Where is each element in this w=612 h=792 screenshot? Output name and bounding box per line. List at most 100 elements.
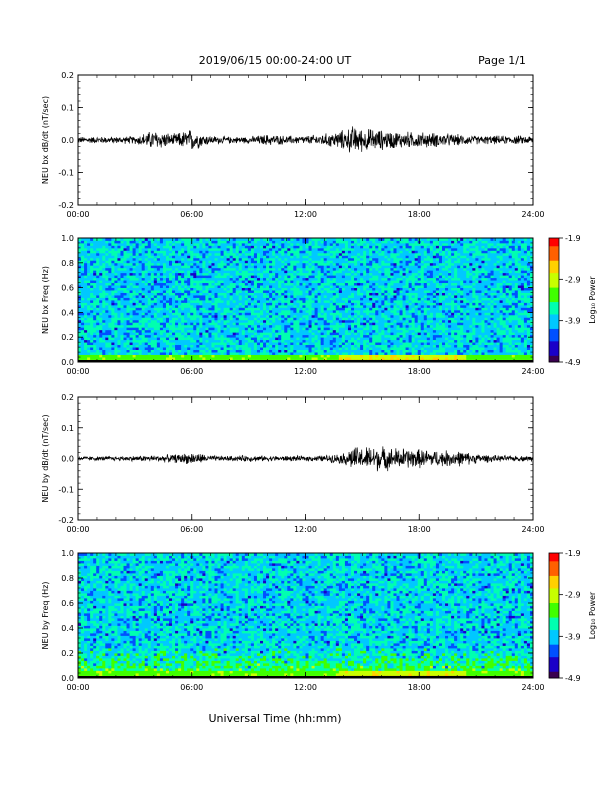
heatmap-cell <box>84 314 88 318</box>
heatmap-cell <box>135 302 140 306</box>
heatmap-cell <box>290 314 294 318</box>
heatmap-cell <box>299 302 303 306</box>
heatmap-cell <box>187 240 191 244</box>
heatmap-cell <box>302 304 306 308</box>
heatmap-cell <box>293 297 297 301</box>
heatmap-cell <box>360 312 364 316</box>
heatmap-cell <box>96 347 100 350</box>
heatmap-cell <box>281 247 285 251</box>
heatmap-cell <box>332 292 337 296</box>
heatmap-cell <box>317 242 322 246</box>
heatmap-cell <box>323 262 328 266</box>
heatmap-cell <box>141 297 146 301</box>
x-tick-label: 24:00 <box>521 210 544 219</box>
heatmap-cell <box>226 324 231 328</box>
heatmap-cell <box>178 265 182 269</box>
heatmap-cell <box>253 297 258 301</box>
heatmap-cell <box>111 247 115 251</box>
heatmap-cell <box>329 265 334 269</box>
heatmap-cell <box>226 257 231 261</box>
heatmap-cell <box>275 300 279 303</box>
heatmap-cell <box>175 292 179 296</box>
heatmap-cell <box>314 329 319 333</box>
heatmap-cell <box>357 347 361 350</box>
heatmap-cell <box>150 314 155 318</box>
heatmap-cell <box>372 357 376 360</box>
heatmap-cell <box>156 295 161 298</box>
heatmap-cell <box>96 332 100 336</box>
heatmap-cell <box>287 257 291 261</box>
heatmap-cell <box>269 250 273 254</box>
heatmap-cell <box>250 344 255 348</box>
heatmap-cell <box>290 277 294 281</box>
heatmap-cell <box>256 282 261 286</box>
heatmap-cell <box>247 238 252 241</box>
heatmap-cell <box>229 324 234 328</box>
heatmap-cell <box>241 280 246 284</box>
y-tick-label: -0.2 <box>58 201 74 210</box>
heatmap-cell <box>93 252 97 256</box>
heatmap-cell <box>250 307 255 311</box>
heatmap-cell <box>357 275 361 279</box>
heatmap-cell <box>235 297 240 301</box>
heatmap-cell <box>105 317 109 321</box>
heatmap-cell <box>296 337 300 341</box>
heatmap-cell <box>105 295 109 298</box>
heatmap-cell <box>196 339 200 343</box>
heatmap-cell <box>105 242 109 246</box>
heatmap-cell <box>332 347 337 350</box>
heatmap-cell <box>266 245 270 249</box>
heatmap-cell <box>169 247 173 251</box>
heatmap-cell <box>269 339 273 343</box>
heatmap-cell <box>84 317 88 321</box>
heatmap-cell <box>90 302 94 306</box>
heatmap-cell <box>360 297 364 301</box>
heatmap-cell <box>135 312 140 316</box>
heatmap-cell <box>366 347 370 350</box>
heatmap-cell <box>363 312 367 316</box>
heatmap-cell <box>354 247 358 251</box>
heatmap-cell <box>281 307 285 311</box>
heatmap-cell <box>266 302 270 306</box>
heatmap-cell <box>235 302 240 306</box>
heatmap-cell <box>341 327 346 331</box>
heatmap-cell <box>129 319 133 323</box>
heatmap-cell <box>81 342 85 346</box>
heatmap-cell <box>126 280 130 284</box>
heatmap-cell <box>335 240 340 244</box>
heatmap-cell <box>123 297 127 301</box>
heatmap-cell <box>281 304 285 308</box>
heatmap-cell <box>338 292 343 296</box>
heatmap-cell <box>314 309 319 313</box>
heatmap-cell <box>108 357 112 360</box>
heatmap-cell <box>323 240 328 244</box>
heatmap-cell <box>238 344 243 348</box>
heatmap-cell <box>190 314 194 318</box>
heatmap-cell <box>305 252 309 256</box>
heatmap-cell <box>181 327 185 331</box>
heatmap-cell <box>332 342 337 346</box>
heatmap-cell <box>241 250 246 254</box>
heatmap-cell <box>220 265 224 269</box>
heatmap-cell <box>78 287 82 291</box>
heatmap-cell <box>244 304 249 308</box>
heatmap-cell <box>199 300 203 303</box>
heatmap-cell <box>281 349 285 353</box>
heatmap-cell <box>162 342 167 346</box>
heatmap-cell <box>223 252 228 256</box>
heatmap-cell <box>299 342 303 346</box>
heatmap-cell <box>238 324 243 328</box>
heatmap-cell <box>302 322 306 326</box>
heatmap-cell <box>338 295 343 298</box>
x-tick-label: 00:00 <box>66 210 89 219</box>
heatmap-cell <box>211 332 215 336</box>
heatmap-cell <box>169 275 173 279</box>
heatmap-cell <box>354 324 358 328</box>
heatmap-cell <box>120 352 124 355</box>
heatmap-cell <box>296 312 300 316</box>
heatmap-cell <box>341 260 346 264</box>
heatmap-cell <box>178 324 182 328</box>
heatmap-cell <box>175 280 179 284</box>
heatmap-cell <box>178 272 182 276</box>
heatmap-cell <box>120 324 124 328</box>
